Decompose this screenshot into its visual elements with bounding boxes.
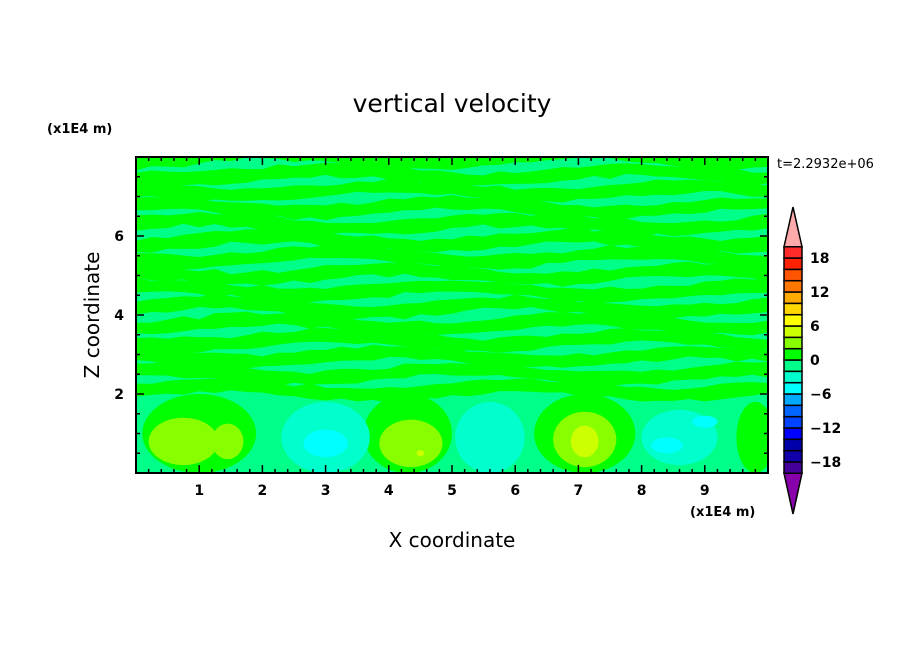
x-tick-label: 9	[700, 483, 710, 499]
colorbar-box	[783, 268, 803, 282]
colorbar-box	[783, 336, 803, 350]
colorbar: 18 12 6 0 −6 −12 −18	[783, 206, 841, 515]
contour-cell	[379, 419, 443, 468]
contour-field	[136, 157, 768, 473]
x-tick-label: 7	[574, 483, 584, 499]
colorbar-box	[783, 347, 803, 361]
contour-cell	[303, 429, 348, 458]
contour-band	[136, 378, 768, 403]
chart-title: vertical velocity	[353, 89, 552, 118]
colorbar-under-triangle	[783, 472, 803, 515]
colorbar-box	[783, 291, 803, 305]
colorbar-box	[783, 359, 803, 373]
colorbar-box	[783, 415, 803, 429]
contour-cell	[455, 401, 525, 473]
contour-band	[136, 277, 768, 303]
y-unit-label: (x1E4 m)	[47, 122, 112, 137]
contour-band	[136, 227, 768, 254]
contour-cell	[736, 401, 768, 473]
contour-cell	[692, 415, 718, 428]
contour-band	[136, 261, 768, 287]
colorbar-tick-label: −18	[810, 455, 841, 471]
y-tick-label: 2	[114, 387, 124, 403]
contour-band	[136, 178, 768, 203]
colorbar-tick-label: 12	[810, 285, 829, 301]
colorbar-box	[783, 427, 803, 441]
contour-band	[136, 162, 768, 186]
y-axis-label: Z coordinate	[80, 252, 104, 379]
x-tick-label: 5	[447, 483, 457, 499]
colorbar-tick-label: 0	[810, 353, 820, 369]
contour-cell	[148, 417, 219, 466]
contour-band	[136, 344, 768, 370]
contour-band	[136, 194, 768, 221]
contour-band	[136, 327, 768, 353]
colorbar-box	[783, 245, 803, 259]
x-tick-label: 3	[321, 483, 331, 499]
colorbar-box	[783, 438, 803, 452]
colorbar-tick-label: −12	[810, 421, 841, 437]
x-unit-label: (x1E4 m)	[690, 505, 755, 520]
axes: 1 2 3 4 5 6 7 8 9 2 4 6	[114, 157, 769, 499]
colorbar-tick-label: 6	[810, 319, 820, 335]
colorbar-box	[783, 449, 803, 463]
contour-cell	[651, 437, 683, 454]
colorbar-box	[783, 404, 803, 418]
contour-cell	[416, 450, 425, 457]
colorbar-box	[783, 325, 803, 339]
colorbar-box	[783, 461, 803, 475]
x-tick-label: 4	[384, 483, 394, 499]
y-tick-label: 6	[114, 229, 124, 245]
contour-band	[136, 294, 768, 320]
time-label: t=2.2932e+06	[777, 157, 874, 172]
colorbar-box	[783, 279, 803, 293]
contour-band	[136, 311, 768, 337]
colorbar-box	[783, 313, 803, 327]
colorbar-box	[783, 370, 803, 384]
contour-band	[136, 211, 768, 237]
x-tick-label: 6	[510, 483, 520, 499]
x-tick-label: 1	[194, 483, 204, 499]
contour-band	[136, 245, 768, 270]
colorbar-tick-label: −6	[810, 387, 831, 403]
x-tick-label: 2	[258, 483, 268, 499]
colorbar-box	[783, 257, 803, 271]
contour-band	[136, 361, 768, 387]
x-axis-label: X coordinate	[389, 528, 516, 552]
contour-cell	[570, 425, 599, 458]
colorbar-over-triangle	[783, 206, 803, 248]
colorbar-box	[783, 381, 803, 395]
colorbar-box	[783, 393, 803, 407]
colorbar-box	[783, 302, 803, 316]
x-tick-label: 8	[637, 483, 647, 499]
colorbar-tick-label: 18	[810, 251, 829, 267]
y-tick-label: 4	[114, 308, 124, 324]
contour-cell	[211, 423, 244, 460]
